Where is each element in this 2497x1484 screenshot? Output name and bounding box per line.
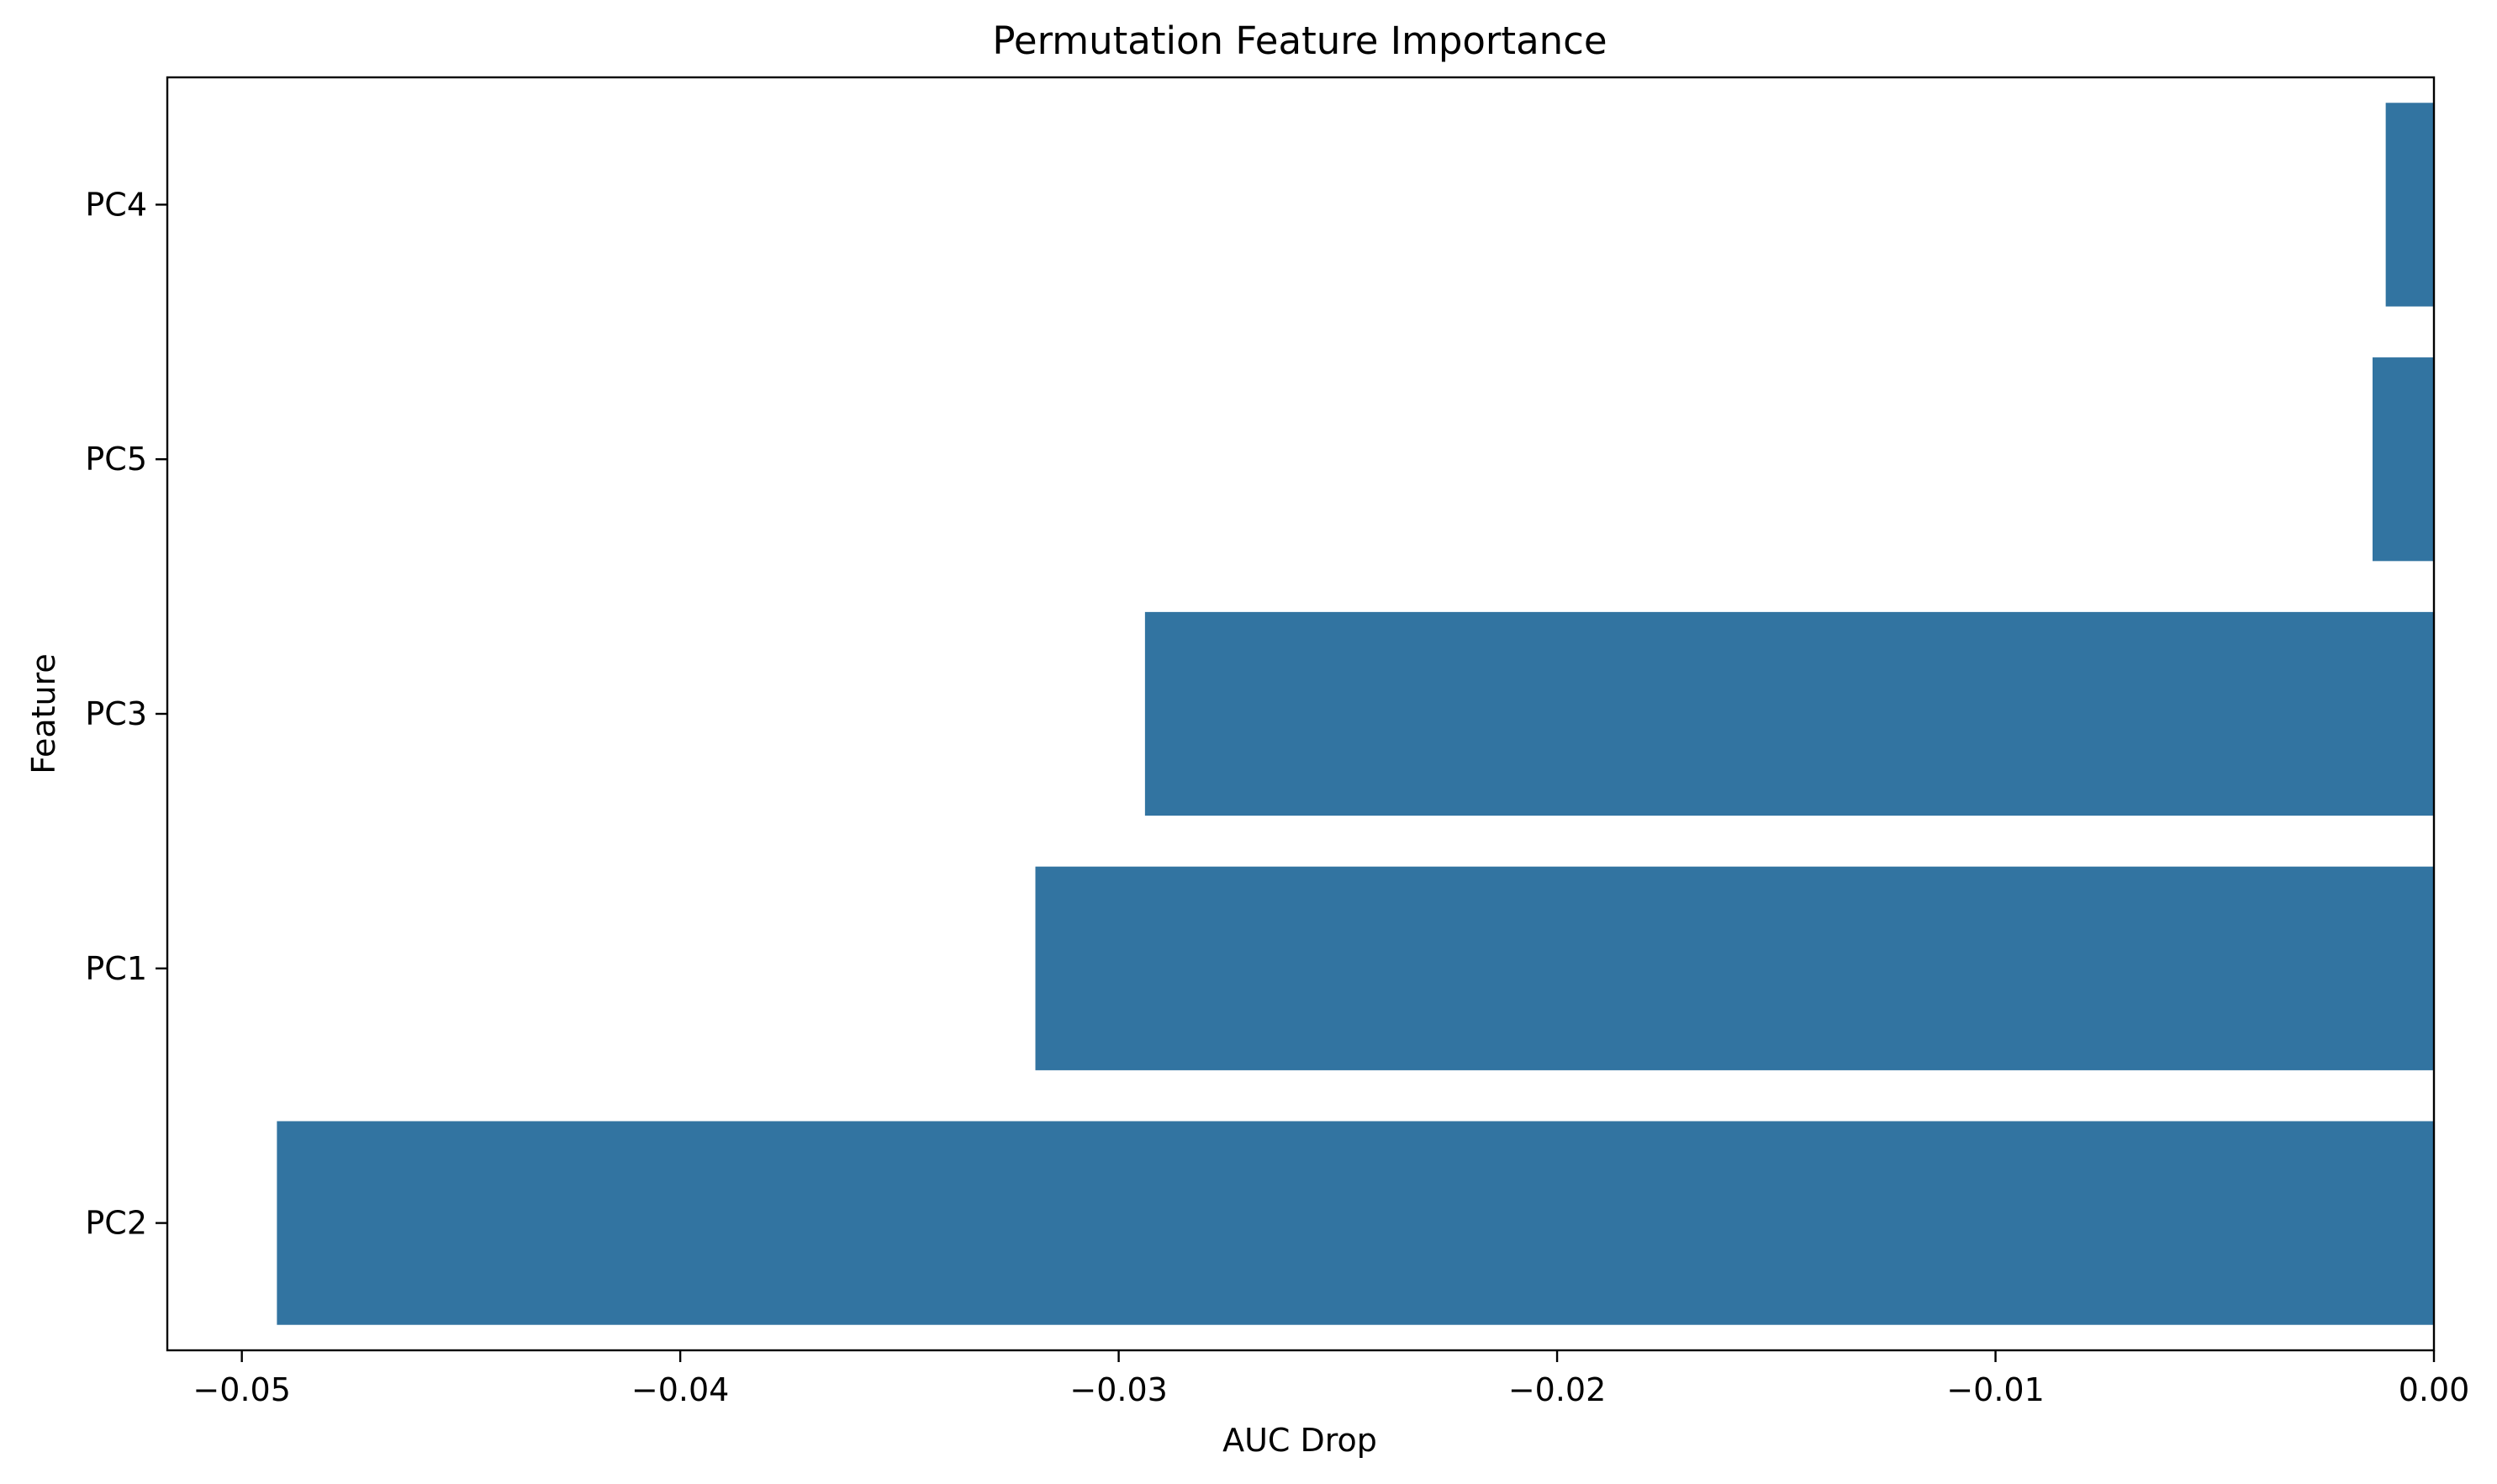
plot-frame [166, 76, 2436, 1352]
y-tick-label: PC2 [85, 1205, 147, 1242]
y-tick-label: PC3 [85, 695, 147, 732]
x-tick-label: −0.03 [1069, 1371, 1167, 1408]
x-tick-label: −0.01 [1946, 1371, 2044, 1408]
y-axis-label: Feature [25, 653, 62, 774]
y-tick-label: PC4 [85, 186, 147, 223]
bar-pc2 [277, 1121, 2435, 1325]
y-tick-label: PC5 [85, 441, 147, 478]
bar-pc4 [2385, 103, 2434, 307]
bars-layer [277, 103, 2435, 1325]
y-tick-label: PC1 [85, 950, 147, 987]
bar-pc5 [2372, 357, 2434, 562]
x-tick-label: −0.05 [193, 1371, 290, 1408]
x-axis-ticks: −0.05 −0.04 −0.03 −0.02 −0.01 0.00 [193, 1350, 2469, 1408]
bar-pc1 [1035, 866, 2434, 1070]
x-tick-label: −0.04 [631, 1371, 729, 1408]
x-axis-label: AUC Drop [1222, 1422, 1377, 1459]
chart-title: Permutation Feature Importance [992, 18, 1607, 63]
x-tick-label: −0.02 [1508, 1371, 1606, 1408]
x-tick-label: 0.00 [2399, 1371, 2470, 1408]
y-axis-ticks: PC4 PC5 PC3 PC1 PC2 [85, 186, 167, 1242]
bar-pc3 [1144, 611, 2434, 816]
